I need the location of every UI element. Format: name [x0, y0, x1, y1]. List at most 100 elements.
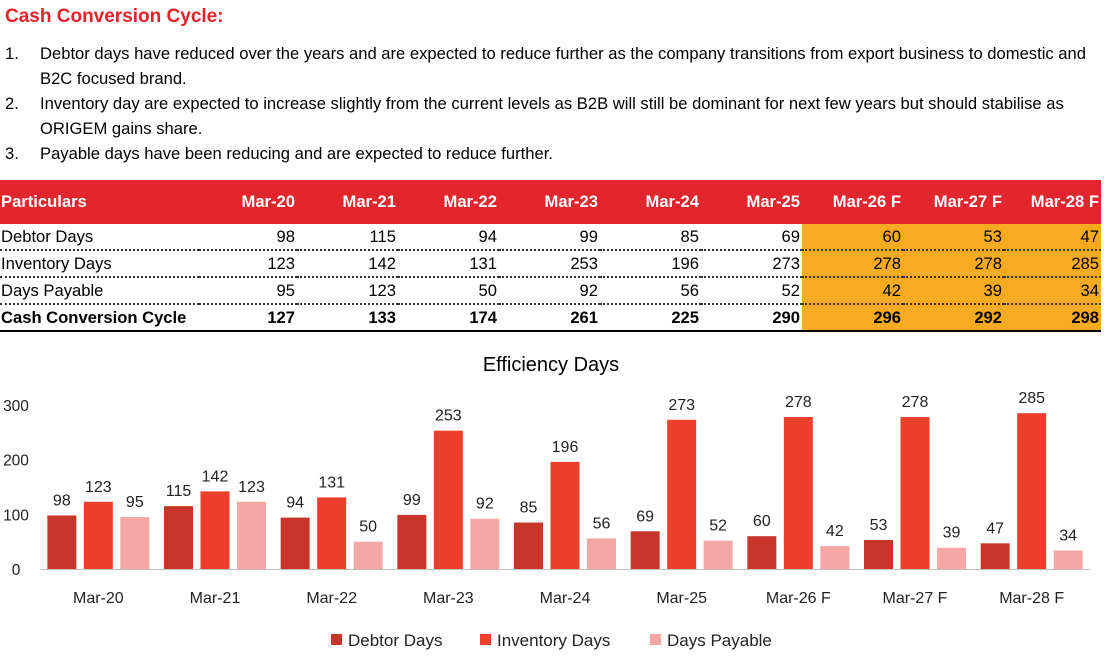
table-cell: 133: [297, 304, 398, 332]
legend-swatch: [480, 634, 491, 645]
commentary-list: 1. Debtor days have reduced over the year…: [5, 41, 1100, 166]
table-cell: 53: [903, 224, 1004, 251]
table-cell: 127: [199, 304, 297, 332]
data-label: 131: [318, 474, 345, 491]
table-cell: 273: [701, 250, 802, 278]
bar: [470, 518, 500, 569]
cash-cycle-table: Particulars Mar-20 Mar-21 Mar-22 Mar-23 Mar-2…: [0, 180, 1101, 332]
table-cell: 115: [297, 224, 398, 251]
data-label: 56: [593, 515, 611, 532]
list-text: Payable days have been reducing and are …: [40, 144, 553, 163]
bar: [280, 517, 310, 569]
table-cell: 253: [499, 250, 600, 278]
data-label: 285: [1018, 390, 1045, 407]
list-text: Inventory day are expected to increase s…: [40, 94, 1064, 138]
y-tick-label: 0: [12, 562, 21, 579]
table-row: Days Payable 95 123 50 92 56 52 42 39 34: [0, 277, 1101, 305]
data-label: 69: [636, 508, 654, 525]
table-cell: 123: [297, 277, 398, 305]
bar: [433, 430, 463, 569]
table-cell: 50: [398, 277, 499, 305]
table-cell: 47: [1004, 224, 1101, 251]
chart-title: Efficiency Days: [483, 354, 619, 376]
x-tick-label: Mar-21: [190, 590, 241, 607]
table-header-row: Particulars Mar-20 Mar-21 Mar-22 Mar-23 Mar-2…: [0, 180, 1101, 224]
bar: [47, 515, 77, 569]
table-cell: 292: [903, 304, 1004, 332]
table-cell: Debtor Days: [0, 224, 199, 251]
bar: [164, 506, 193, 569]
bar: [783, 417, 813, 569]
bar: [820, 546, 850, 569]
x-tick-label: Mar-24: [540, 590, 591, 607]
table-header-cell: Mar-28 F: [1004, 180, 1101, 224]
bar: [937, 547, 966, 569]
table-cell: 34: [1004, 277, 1101, 305]
legend-swatch: [650, 634, 661, 645]
table-cell: 278: [903, 250, 1004, 278]
table-cell: 123: [199, 250, 297, 278]
table-cell: 52: [701, 277, 802, 305]
x-tick-label: Mar-22: [306, 590, 357, 607]
data-label: 95: [126, 494, 144, 511]
bar: [550, 461, 580, 569]
data-label: 85: [520, 500, 538, 517]
y-tick-label: 200: [3, 453, 29, 470]
bar: [864, 540, 893, 569]
table-cell: 95: [199, 277, 297, 305]
data-label: 60: [753, 513, 771, 530]
table-cell: 98: [199, 224, 297, 251]
list-number: 2.: [5, 94, 19, 113]
x-tick-label: Mar-23: [423, 590, 474, 607]
bar: [630, 531, 660, 569]
table-row: Cash Conversion Cycle 127 133 174 261 225 290 2…: [0, 304, 1101, 332]
bar: [200, 491, 230, 569]
list-number: 3.: [5, 144, 19, 163]
x-tick-label: Mar-20: [73, 590, 124, 607]
data-label: 142: [202, 468, 229, 485]
table-cell: 298: [1004, 304, 1101, 332]
bar: [237, 501, 266, 569]
data-label: 253: [435, 408, 462, 425]
table-cell: 99: [499, 224, 600, 251]
bar: [83, 501, 113, 569]
data-label: 53: [870, 517, 888, 534]
table-cell: 261: [499, 304, 600, 332]
bar: [703, 540, 733, 569]
bar: [747, 536, 777, 569]
table-header-cell: Mar-26 F: [802, 180, 903, 224]
table-header-cell: Mar-23: [499, 180, 600, 224]
table-cell: 39: [903, 277, 1004, 305]
data-label: 39: [943, 525, 961, 542]
list-item: 2. Inventory day are expected to increase…: [5, 91, 1100, 141]
list-item: 1. Debtor days have reduced over the year…: [5, 41, 1100, 91]
data-label: 98: [53, 492, 71, 509]
table-cell: 131: [398, 250, 499, 278]
list-number: 1.: [5, 44, 19, 63]
table-header-cell: Mar-27 F: [903, 180, 1004, 224]
data-label: 92: [476, 496, 494, 513]
table-cell: 285: [1004, 250, 1101, 278]
legend-label: Days Payable: [667, 631, 772, 650]
table-header-cell: Mar-20: [199, 180, 297, 224]
section-heading: Cash Conversion Cycle:: [5, 6, 224, 27]
table-cell: 225: [600, 304, 701, 332]
data-label: 50: [359, 519, 377, 536]
data-label: 94: [286, 495, 304, 512]
data-label: 196: [552, 439, 579, 456]
x-tick-label: Mar-26 F: [766, 590, 831, 607]
data-label: 278: [902, 394, 929, 411]
table-cell: 196: [600, 250, 701, 278]
table-cell: Cash Conversion Cycle: [0, 304, 199, 332]
table-cell: 278: [802, 250, 903, 278]
bar: [1017, 413, 1047, 569]
table-cell: 60: [802, 224, 903, 251]
table-header-cell: Mar-25: [701, 180, 802, 224]
table-cell: 85: [600, 224, 701, 251]
table-cell: 94: [398, 224, 499, 251]
bar: [980, 543, 1010, 569]
table-cell: 290: [701, 304, 802, 332]
table-cell: 56: [600, 277, 701, 305]
legend-label: Debtor Days: [348, 631, 442, 650]
data-label: 273: [668, 397, 695, 414]
